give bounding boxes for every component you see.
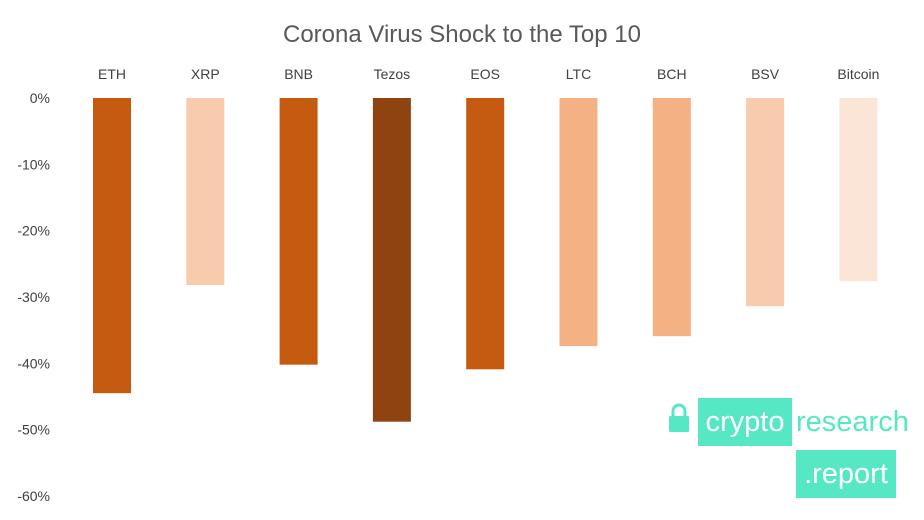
x-axis: ETH XRP BNB Tezos EOS LTC BCH BSV Bitcoin [98, 66, 879, 82]
x-tick-label: BSV [751, 66, 780, 82]
x-tick-label: ETH [98, 66, 126, 82]
y-tick-label: 0% [30, 90, 50, 106]
y-tick-label: -30% [17, 289, 50, 305]
bar-bch [652, 98, 691, 337]
x-tick-label: Tezos [374, 66, 411, 82]
bars [93, 98, 878, 422]
bar-tezos [372, 98, 411, 422]
y-tick-label: -40% [17, 355, 50, 371]
bar-eos [466, 98, 505, 370]
bar-bnb [279, 98, 318, 365]
y-tick-label: -10% [17, 156, 50, 172]
bar-ltc [559, 98, 598, 347]
y-tick-label: -60% [17, 488, 50, 504]
bar-bitcoin [839, 98, 878, 282]
logo-word-report: .report [796, 450, 896, 498]
x-tick-label: BNB [284, 66, 313, 82]
y-tick-label: -20% [17, 223, 50, 239]
crypto-research-logo: crypto research .report [668, 398, 909, 502]
x-tick-label: Bitcoin [837, 66, 879, 82]
x-tick-label: LTC [566, 66, 591, 82]
bar-xrp [186, 98, 225, 286]
y-axis: 0% -10% -20% -30% -40% -50% -60% [17, 90, 50, 504]
chart-title: Corona Virus Shock to the Top 10 [283, 21, 641, 48]
bar-bsv [746, 98, 785, 307]
logo-word-crypto: crypto [698, 398, 792, 446]
y-tick-label: -50% [17, 422, 50, 438]
logo-word-research: research [796, 406, 909, 438]
bar-eth [93, 98, 131, 394]
x-tick-label: XRP [191, 66, 220, 82]
x-tick-label: EOS [470, 66, 500, 82]
lock-icon [669, 403, 689, 432]
x-tick-label: BCH [657, 66, 687, 82]
